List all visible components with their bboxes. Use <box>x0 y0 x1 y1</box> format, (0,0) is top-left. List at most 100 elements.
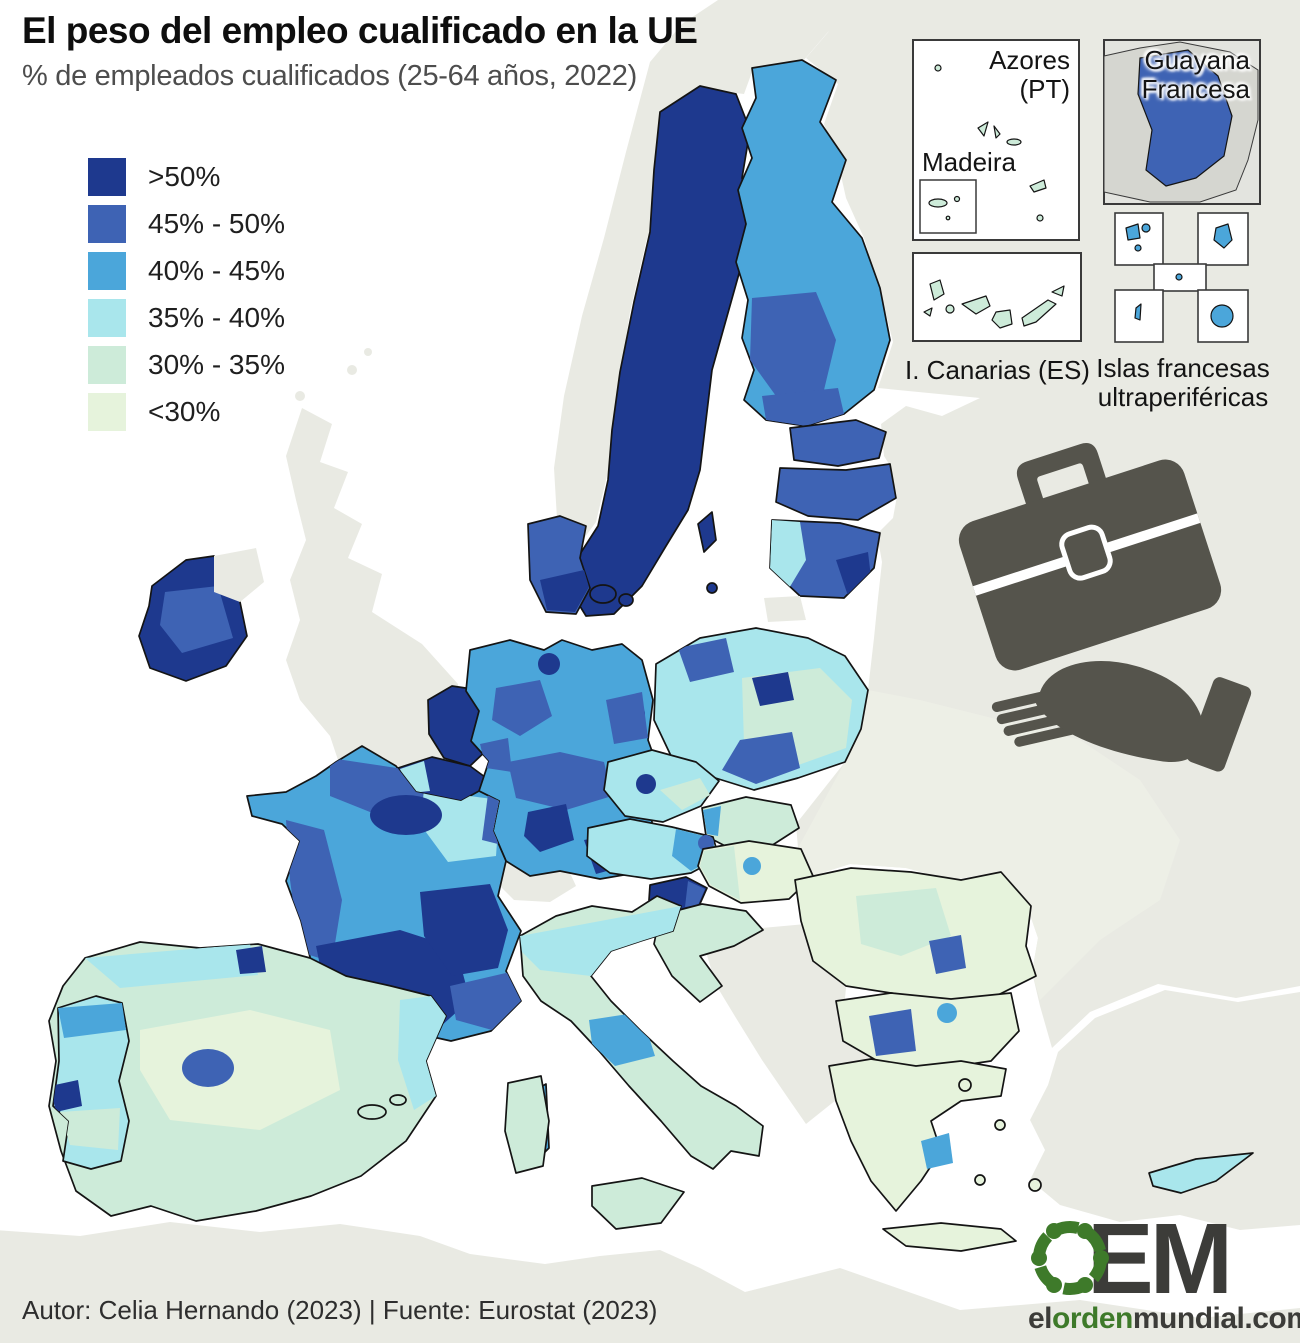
region-patches-portugal <box>53 1003 126 1150</box>
region-patch <box>182 1049 234 1087</box>
map-island-rhodes <box>1028 1178 1042 1192</box>
region-patch <box>636 774 656 794</box>
inset-label-french-islands: Islas francesas ultraperiféricas <box>1096 353 1270 412</box>
logo-o-icon <box>1031 1221 1109 1295</box>
legend-row: 35% - 40% <box>88 299 285 337</box>
islands-icon <box>364 348 372 356</box>
logo-domain-green: orden <box>1052 1302 1133 1335</box>
map-island <box>994 1119 1006 1131</box>
region-patch <box>58 1003 126 1038</box>
region-patches-spain <box>85 944 446 1130</box>
region-patch <box>508 752 612 810</box>
region-patch <box>929 935 966 974</box>
inset-maps <box>912 39 1261 343</box>
region-patch <box>722 732 800 784</box>
island-reunion <box>1210 304 1234 328</box>
map-island <box>958 1078 972 1092</box>
region-patch <box>752 672 794 706</box>
inset-boxes-french-islands <box>1114 212 1249 343</box>
map-country-uk <box>286 408 462 856</box>
logo-letter-m: M <box>1149 1203 1233 1315</box>
region-patch <box>60 1108 120 1150</box>
legend-label: 30% - 35% <box>148 349 285 380</box>
map-country-estonia <box>789 419 887 467</box>
legend-row: 30% - 35% <box>88 346 285 384</box>
legend-swatch <box>88 252 126 290</box>
map-region-north-africa <box>0 1222 1300 1343</box>
map-country-croatia <box>653 903 764 1003</box>
region-patches-poland <box>678 638 852 784</box>
region-patch <box>85 944 258 988</box>
legend-swatch <box>88 346 126 384</box>
legend-swatch <box>88 205 126 243</box>
island-mayotte <box>1134 303 1142 321</box>
map-region-turkey <box>1030 990 1300 1230</box>
region-patch <box>160 586 233 653</box>
region-patch <box>370 795 442 835</box>
island-saint-martin <box>1175 273 1183 281</box>
logo-domain-post: mundial.com <box>1132 1302 1300 1335</box>
eom-logo-letters: E M <box>1028 1203 1288 1315</box>
azores-islands <box>934 64 1047 222</box>
briefcase-hand-icon <box>958 443 1252 772</box>
region-patch <box>856 888 951 956</box>
legend-label: 35% - 40% <box>148 302 285 333</box>
map-island-sardinia <box>504 1075 550 1174</box>
madeira-islands <box>928 195 961 221</box>
logo-domain: elordenmundial.com <box>1028 1302 1300 1336</box>
region-patch <box>750 292 836 396</box>
islands-icon <box>295 391 305 401</box>
region-patch <box>524 804 574 852</box>
region-patch <box>770 520 806 590</box>
map-country-cyprus <box>1148 1152 1254 1194</box>
page-title: El peso del empleo cualificado en la UE <box>22 10 698 51</box>
inset-label-azores: Azores (PT) <box>989 45 1070 104</box>
region-patches-finland <box>750 292 844 426</box>
map-region-kaliningrad <box>764 596 806 622</box>
inset-box-madeira <box>919 179 977 234</box>
region-patch <box>703 806 721 836</box>
map-country-latvia <box>775 463 897 521</box>
map-country-greece <box>828 1058 1007 1212</box>
eu-countries <box>48 59 1254 1252</box>
credit-line: Autor: Celia Hernando (2023) | Fuente: E… <box>22 1295 658 1325</box>
inset-label-canarias: I. Canarias (ES) <box>905 355 1090 385</box>
map-region-northern-ireland <box>214 548 264 602</box>
legend-label: 40% - 45% <box>148 255 285 286</box>
inset-label-guayana: Guayana Francesa <box>1141 45 1250 104</box>
region-patch <box>685 881 705 907</box>
region-patch <box>606 692 648 744</box>
region-patch <box>660 778 710 810</box>
islands-icon <box>347 365 357 375</box>
region-patch <box>540 570 589 612</box>
region-patch <box>538 653 560 675</box>
island-martinique <box>1213 223 1233 249</box>
map-island-mallorca <box>357 1104 387 1120</box>
logo-domain-pre: el <box>1028 1302 1053 1335</box>
island-guadeloupe <box>1125 223 1141 241</box>
legend-row: >50% <box>88 158 285 196</box>
island-guadeloupe <box>1141 223 1151 233</box>
region-patch <box>236 946 266 974</box>
legend-row: 45% - 50% <box>88 205 285 243</box>
region-patch <box>937 1003 957 1023</box>
eom-logo: E M elordenmundial.com <box>1028 1203 1300 1336</box>
region-patch <box>398 996 446 1110</box>
legend-swatch <box>88 393 126 431</box>
legend-swatch <box>88 299 126 337</box>
legend-label: 45% - 50% <box>148 208 285 239</box>
island-guadeloupe <box>1134 244 1142 252</box>
region-patch <box>869 1009 916 1056</box>
legend-swatch <box>88 158 126 196</box>
region-patch <box>140 1010 340 1130</box>
region-patch <box>520 906 681 976</box>
region-patch <box>420 790 500 862</box>
legend-label: <30% <box>148 396 221 427</box>
inset-label-madeira: Madeira <box>922 147 1016 177</box>
guayana-map <box>1103 41 1259 203</box>
map-country-norway <box>554 0 880 552</box>
region-patch <box>762 388 844 426</box>
region-patch <box>450 972 521 1030</box>
